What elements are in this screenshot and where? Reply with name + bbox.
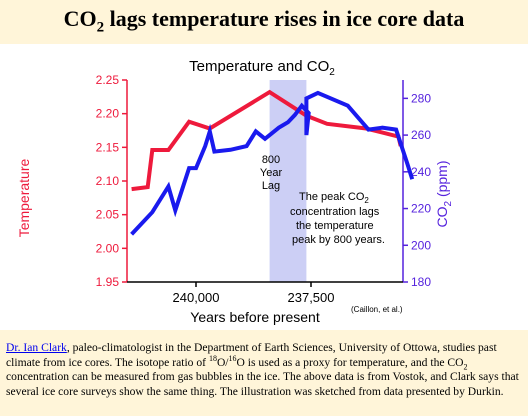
note-line-1-text: The peak CO xyxy=(299,191,365,203)
note-line-2: concentration lags xyxy=(290,206,380,218)
temperature-tick-label: 2.25 xyxy=(96,73,120,87)
source-credit: (Caillon, et al.) xyxy=(351,305,403,314)
note-line-1-subscript: 2 xyxy=(364,196,369,205)
caption-text-1: , paleo-climatologist in the Department … xyxy=(6,341,497,369)
x-tick-label: 240,000 xyxy=(173,290,220,305)
co2-axis-label-text: CO xyxy=(434,206,450,227)
lag-label-line-3: Lag xyxy=(262,180,280,192)
co2-axis-label: CO2 (ppm) xyxy=(434,160,454,227)
lag-label-line-1: 800 xyxy=(262,154,280,166)
chart-title: Temperature and CO2 xyxy=(189,58,335,78)
caption-text-3: concentration can be measured from gas b… xyxy=(6,370,519,398)
co2-tick-label: 260 xyxy=(411,128,431,142)
temperature-tick-label: 2.20 xyxy=(96,107,120,121)
co2-tick-label: 220 xyxy=(411,202,431,216)
isotope-16-superscript: 16 xyxy=(228,353,237,363)
co2-axis: 180 200 220 240 260 280 xyxy=(402,80,431,289)
headline-subscript: 2 xyxy=(96,19,105,36)
chart-panel: Temperature and CO2 1.95 2.00 2.05 2.10 2.15… xyxy=(0,44,528,330)
co2-tick-label: 200 xyxy=(411,238,431,252)
x-tick-label: 237,500 xyxy=(288,290,335,305)
caption-paragraph: Dr. Ian Clark, paleo-climatologist in th… xyxy=(6,341,522,399)
note-line-1: The peak CO2 xyxy=(299,191,369,205)
years-axis: 240,000 237,500 xyxy=(127,281,403,305)
temperature-axis: 1.95 2.00 2.05 2.10 2.15 2.20 2.25 xyxy=(96,73,128,289)
note-line-4: peak by 800 years. xyxy=(292,234,385,246)
co2-axis-label-subscript: 2 xyxy=(443,201,454,207)
page-headline: CO2 lags temperature rises in ice core d… xyxy=(0,6,528,36)
co2-tick-label: 180 xyxy=(411,275,431,289)
temperature-tick-label: 2.15 xyxy=(96,140,120,154)
co2-tick-label: 240 xyxy=(411,165,431,179)
co2-temperature-chart: Temperature and CO2 1.952.002.052.102.15… xyxy=(16,58,454,325)
temperature-tick-label: 2.10 xyxy=(96,174,120,188)
note-line-3: the temperature xyxy=(296,220,374,232)
caption-text-2: O is used as a proxy for temperature, an… xyxy=(236,355,464,369)
chart-title-subscript: 2 xyxy=(329,67,335,78)
temperature-tick-label: 2.00 xyxy=(96,241,120,255)
caption-co2-subscript: 2 xyxy=(463,361,468,371)
lag-label-line-2: Year xyxy=(260,167,283,179)
caption-iso-o: O/ xyxy=(216,355,229,369)
temperature-axis-label: Temperature xyxy=(16,158,32,237)
isotope-18-superscript: 18 xyxy=(208,353,217,363)
ian-clark-link[interactable]: Dr. Ian Clark xyxy=(6,341,67,354)
headline-text-rest: lags temperature rises in ice core data xyxy=(104,6,465,31)
headline-text-co: CO xyxy=(63,6,97,31)
co2-axis-label-unit: (ppm) xyxy=(434,160,450,200)
temperature-tick-label: 1.95 xyxy=(96,275,120,289)
co2-series-line xyxy=(130,90,415,236)
x-axis-label: Years before present xyxy=(190,309,320,325)
chart-title-text: Temperature and CO xyxy=(189,58,329,75)
temperature-tick-label: 2.05 xyxy=(96,208,120,222)
co2-tick-label: 280 xyxy=(411,91,431,105)
